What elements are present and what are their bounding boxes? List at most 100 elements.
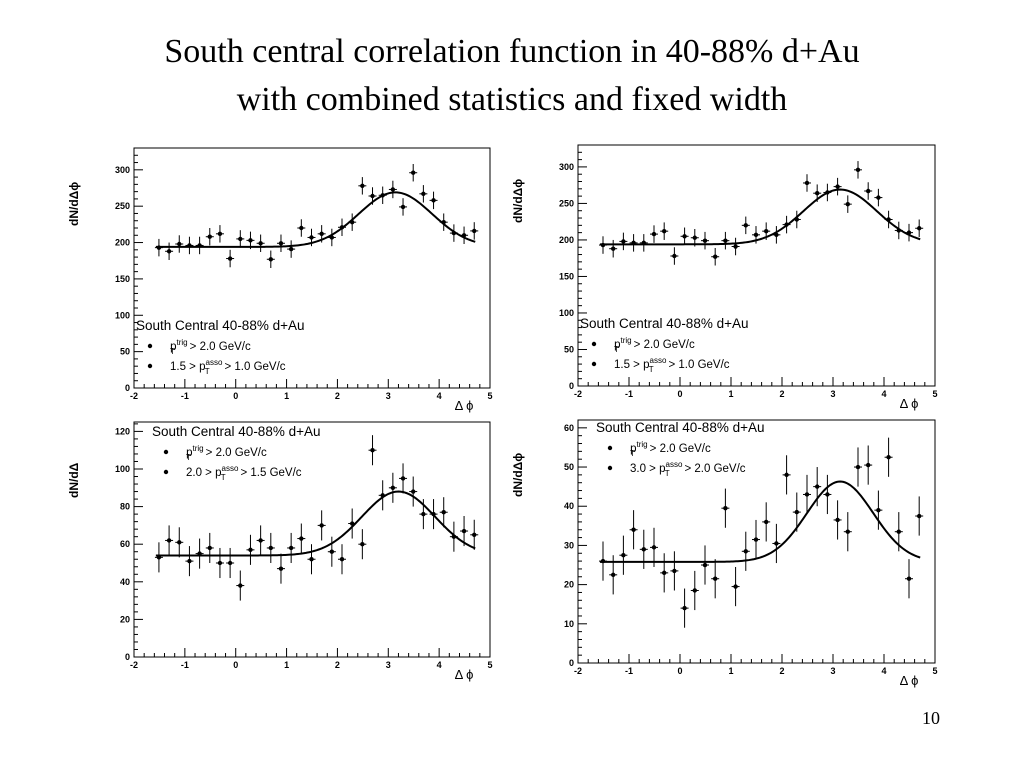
data-point (177, 540, 182, 545)
slide-title-line-2: with combined statistics and fixed width (236, 81, 788, 118)
legend-entry-text: 1.5 > p (614, 359, 650, 371)
x-tick-label: 1 (284, 391, 289, 401)
legend-entry: 1.5 > passo T > 1.0 GeV/c (614, 356, 730, 374)
x-tick-label: -1 (181, 391, 189, 401)
legend-entry: 3.0 > passo T > 2.0 GeV/c (630, 460, 746, 478)
data-point (916, 226, 922, 231)
legend-entry-text: > 2.0 GeV/c (681, 463, 745, 475)
data-point (400, 476, 406, 481)
legend-entry-text: > 2.0 GeV/c (646, 443, 710, 455)
data-point (227, 560, 233, 566)
y-tick-label: 60 (120, 539, 130, 549)
legend-entry-subscript: T (170, 347, 175, 356)
y-tick-label: 50 (564, 462, 574, 472)
legend-title: South Central 40-88% d+Au (596, 420, 765, 435)
plot-frame (133, 421, 491, 658)
data-point (682, 605, 687, 611)
legend-entry-superscript: trig (636, 440, 647, 449)
data-point (763, 519, 769, 525)
data-point (855, 167, 861, 173)
x-tick-label: 4 (437, 660, 442, 670)
data-point (288, 545, 294, 551)
data-point (207, 545, 212, 551)
data-point (268, 545, 274, 551)
legend-entry-text: > 1.0 GeV/c (221, 361, 285, 373)
legend-marker (591, 361, 597, 367)
x-tick-label: 1 (728, 389, 733, 399)
legend-marker (147, 343, 153, 349)
data-point (753, 232, 759, 238)
x-tick-label: -1 (625, 666, 633, 676)
y-tick-label: 300 (559, 162, 574, 172)
y-tick-label: 0 (569, 381, 574, 391)
y-axis-title: dN/dΔϕ (511, 453, 525, 497)
legend-entry-text: > 1.5 GeV/c (237, 467, 301, 479)
data-point (339, 557, 345, 562)
data-point (258, 538, 263, 543)
legend-entry: ptrig T > 2.0 GeV/c (186, 444, 267, 462)
data-point (692, 235, 697, 240)
legend-entry-text: > 2.0 GeV/c (202, 447, 266, 459)
y-tick-label: 150 (559, 271, 574, 281)
data-point (309, 235, 314, 240)
legend-entry-superscript: asso (666, 460, 683, 469)
x-tick-label: 0 (233, 660, 238, 670)
x-tick-label: 4 (437, 391, 442, 401)
data-point (804, 180, 810, 186)
legend-entry-subscript: T (205, 367, 210, 376)
plot-frame (577, 144, 936, 387)
data-point (238, 583, 243, 588)
data-point (774, 541, 779, 546)
data-point (661, 228, 667, 234)
data-point (166, 249, 172, 254)
data-point (278, 241, 284, 246)
data-point (370, 448, 375, 453)
fit-curve (599, 480, 921, 563)
data-point (814, 484, 820, 489)
data-point (360, 183, 365, 189)
x-tick-label: 2 (779, 389, 784, 399)
x-tick-label: 4 (881, 666, 886, 676)
y-tick-label: 250 (115, 201, 130, 211)
legend-entry-subscript: T (649, 365, 654, 374)
legend-entry-text: 1.5 > p (170, 361, 206, 373)
x-tick-label: -1 (181, 660, 189, 670)
data-point (692, 588, 697, 593)
legend-entry-superscript: asso (650, 356, 667, 365)
data-point (309, 557, 314, 562)
data-point (825, 492, 830, 497)
data-point (651, 545, 657, 550)
data-point (723, 238, 728, 243)
data-point (763, 228, 769, 234)
x-axis-title: Δ ϕ (900, 673, 919, 688)
data-point (400, 204, 406, 210)
legend-entry-superscript: asso (206, 358, 223, 367)
data-point (166, 538, 172, 543)
x-tick-label: 1 (284, 660, 289, 670)
legend-entry-subscript: T (186, 453, 191, 462)
data-point (702, 562, 708, 568)
x-tick-label: 3 (386, 660, 391, 670)
legend-marker (591, 341, 597, 347)
legend-marker (607, 445, 613, 451)
legend-entry-text: > 2.0 GeV/c (186, 341, 250, 353)
x-tick-label: 1 (728, 666, 733, 676)
x-tick-label: -2 (574, 389, 582, 399)
x-tick-label: -2 (574, 666, 582, 676)
legend-entry-superscript: asso (222, 464, 239, 473)
data-point (610, 572, 616, 578)
data-point (411, 489, 416, 494)
legend-entry-text: 2.0 > p (186, 467, 222, 479)
data-point (278, 566, 284, 571)
data-point (886, 455, 891, 460)
x-axis-title: Δ ϕ (455, 667, 474, 682)
y-tick-label: 120 (115, 426, 130, 436)
data-point (723, 505, 728, 511)
y-tick-label: 250 (559, 198, 574, 208)
x-tick-label: 5 (487, 660, 492, 670)
data-point (835, 184, 840, 189)
